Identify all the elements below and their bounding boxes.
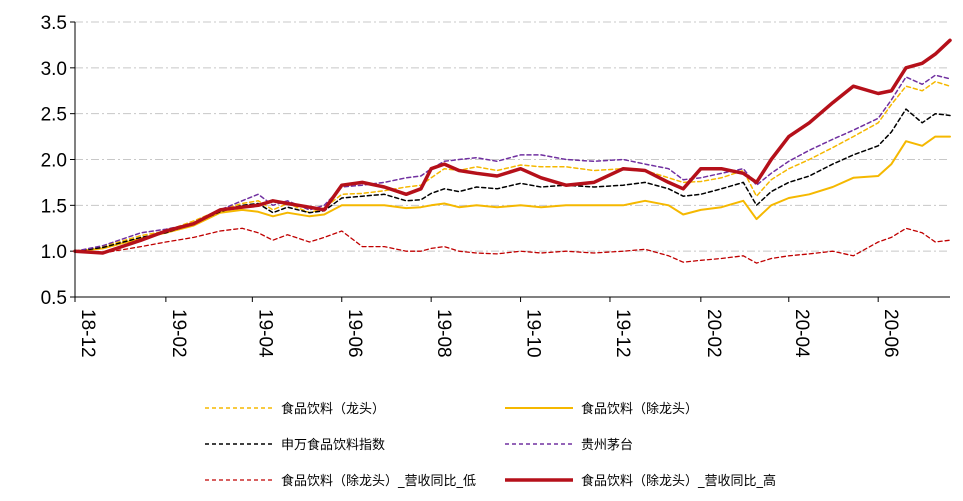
x-tick-label: 20-02 xyxy=(703,309,724,358)
x-axis-ticks: 18-12 19-02 19-04 19-06 19-08 19-10 19-12 20-02… xyxy=(74,297,901,358)
y-tick-label: 1.0 xyxy=(41,242,67,263)
x-tick-label: 19-02 xyxy=(168,309,189,358)
series-line-2 xyxy=(74,135,951,253)
x-tick-label: 19-10 xyxy=(523,309,544,358)
y-tick-label: 2.5 xyxy=(41,105,67,126)
y-tick-label: 1.5 xyxy=(41,196,67,217)
x-tick-label: 19-04 xyxy=(254,309,275,358)
legend-label: 贵州茅台 xyxy=(581,438,633,453)
legend-label: 食品饮料（龙头） xyxy=(281,401,385,417)
series-lines xyxy=(73,38,952,264)
legend-label: 食品饮料（除龙头）_营收同比_低 xyxy=(281,473,476,489)
legend-label: 申万食品饮料指数 xyxy=(281,437,385,453)
x-tick-label: 19-06 xyxy=(344,309,365,358)
series-line-3 xyxy=(74,108,951,252)
y-tick-label: 3.5 xyxy=(41,13,67,34)
series-line-4 xyxy=(74,74,951,252)
x-tick-label: 20-04 xyxy=(791,309,812,358)
series-line-1 xyxy=(74,80,951,252)
y-tick-label: 3.0 xyxy=(41,59,67,80)
legend-label: 食品饮料（除龙头）_营收同比_高 xyxy=(581,473,776,489)
y-tick-label: 0.5 xyxy=(41,288,67,309)
y-axis-ticks: 0.5 1.0 1.5 2.0 2.5 3.0 3.5 xyxy=(41,13,75,309)
legend-label: 食品饮料（除龙头） xyxy=(581,401,698,417)
x-tick-label: 20-06 xyxy=(880,309,901,358)
x-tick-label: 18-12 xyxy=(77,309,98,358)
x-tick-label: 19-08 xyxy=(433,309,454,358)
series-line-6 xyxy=(73,38,952,255)
series-line-5 xyxy=(74,227,951,264)
x-tick-label: 19-12 xyxy=(612,309,633,358)
y-tick-label: 2.0 xyxy=(41,151,67,172)
legend: 食品饮料（龙头） 食品饮料（除龙头） 申万食品饮料指数 贵州茅台食品饮料（除龙头）_营… xyxy=(205,401,776,489)
